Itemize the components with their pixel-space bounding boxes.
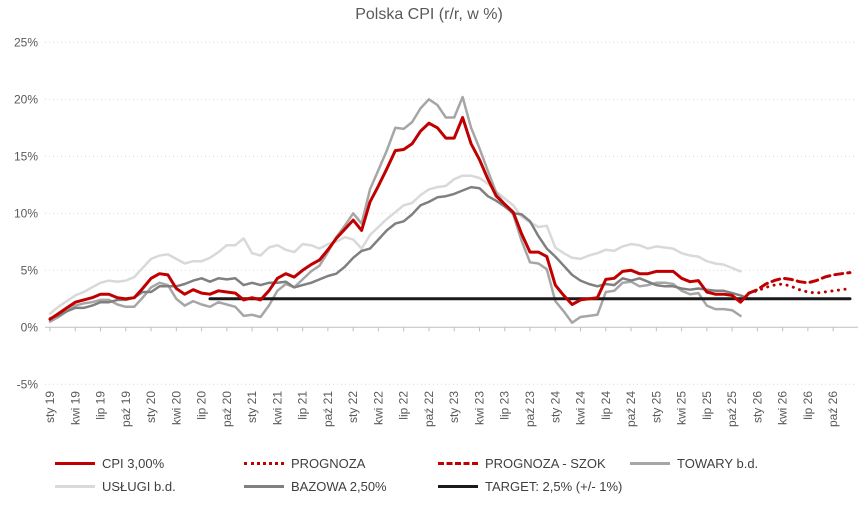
legend-item-cpi: CPI 3,00% xyxy=(55,456,164,471)
y-axis-tick-label: 0% xyxy=(21,320,39,334)
x-axis-tick-label: kwi 19 xyxy=(68,391,82,425)
x-axis-tick-label: lip 21 xyxy=(296,391,310,420)
x-axis-tick-label: paź 23 xyxy=(523,391,537,427)
y-axis-tick-label: 20% xyxy=(14,92,38,106)
x-axis-tick-label: kwi 24 xyxy=(574,391,588,425)
x-axis-tick-label: sty 20 xyxy=(144,391,158,423)
y-axis-tick-label: 25% xyxy=(14,35,38,49)
x-axis-tick-label: paź 24 xyxy=(624,391,638,427)
legend-label-prognoza-szok: PROGNOZA - SZOK xyxy=(485,456,606,471)
prognoza-line-swatch xyxy=(244,462,284,465)
x-axis-tick-label: kwi 20 xyxy=(169,391,183,425)
legend-label-cpi: CPI 3,00% xyxy=(102,456,165,471)
x-axis-tick-label: kwi 21 xyxy=(270,391,284,425)
legend-label-uslugi: USŁUGI b.d. xyxy=(102,479,176,494)
series-line-towary xyxy=(48,95,742,324)
legend-label-target: TARGET: 2,5% (+/- 1%) xyxy=(485,479,623,494)
series-line-bazowa xyxy=(48,185,751,320)
x-axis-tick-label: lip 26 xyxy=(801,391,815,420)
series-line-prognoza-szok xyxy=(747,271,852,295)
x-axis-tick-label: sty 23 xyxy=(447,391,461,423)
x-axis-tick-label: paź 19 xyxy=(119,391,133,427)
x-axis-tick-label: kwi 26 xyxy=(776,391,790,425)
x-axis-tick-label: sty 21 xyxy=(245,391,259,423)
y-axis-tick-label: -5% xyxy=(17,377,39,391)
x-axis-tick-label: paź 25 xyxy=(725,391,739,427)
x-axis-tick-label: sty 22 xyxy=(346,391,360,423)
y-axis-tick-label: 5% xyxy=(21,263,39,277)
y-axis-tick-label: 15% xyxy=(14,149,38,163)
legend-item-towary: TOWARY b.d. xyxy=(630,456,758,471)
x-axis-tick-label: lip 19 xyxy=(94,391,108,420)
towary-line-swatch xyxy=(630,462,670,465)
legend-item-prognoza: PROGNOZA xyxy=(244,456,365,471)
bazowa-line-swatch xyxy=(244,485,284,488)
x-axis-tick-label: lip 22 xyxy=(397,391,411,420)
x-axis-tick-label: lip 23 xyxy=(498,391,512,420)
x-axis-tick-label: paź 26 xyxy=(826,391,840,427)
legend-label-bazowa: BAZOWA 2,50% xyxy=(291,479,387,494)
series-line-cpi xyxy=(48,116,751,321)
legend-item-bazowa: BAZOWA 2,50% xyxy=(244,479,387,494)
x-axis-tick-label: sty 24 xyxy=(548,391,562,423)
x-axis-tick-label: sty 25 xyxy=(649,391,663,423)
x-axis-tick-label: sty 26 xyxy=(750,391,764,423)
y-axis-tick-label: 10% xyxy=(14,206,38,220)
uslugi-line-swatch xyxy=(55,485,95,488)
prognoza-szok-line-swatch xyxy=(438,462,478,465)
x-axis-tick-label: kwi 25 xyxy=(675,391,689,425)
legend-label-towary: TOWARY b.d. xyxy=(677,456,759,471)
cpi-line-swatch xyxy=(55,462,95,465)
x-axis-tick-label: sty 19 xyxy=(43,391,57,423)
legend-label-prognoza: PROGNOZA xyxy=(291,456,366,471)
x-axis-tick-label: kwi 22 xyxy=(371,391,385,425)
legend-item-uslugi: USŁUGI b.d. xyxy=(55,479,176,494)
series-line-us-ugi xyxy=(48,174,742,315)
x-axis-tick-label: paź 21 xyxy=(321,391,335,427)
x-axis-tick-label: lip 24 xyxy=(599,391,613,420)
x-axis-tick-label: paź 20 xyxy=(220,391,234,427)
x-axis-tick-label: kwi 23 xyxy=(472,391,486,425)
chart-title: Polska CPI (r/r, w %) xyxy=(355,6,503,23)
legend-item-target: TARGET: 2,5% (+/- 1%) xyxy=(438,479,622,494)
series-line-prognoza xyxy=(747,282,852,295)
x-axis-tick-label: lip 20 xyxy=(195,391,209,420)
legend-item-prognoza-szok: PROGNOZA - SZOK xyxy=(438,456,606,471)
x-axis-tick-label: lip 25 xyxy=(700,391,714,420)
target-line-swatch xyxy=(438,485,478,488)
x-axis-tick-label: paź 22 xyxy=(422,391,436,427)
